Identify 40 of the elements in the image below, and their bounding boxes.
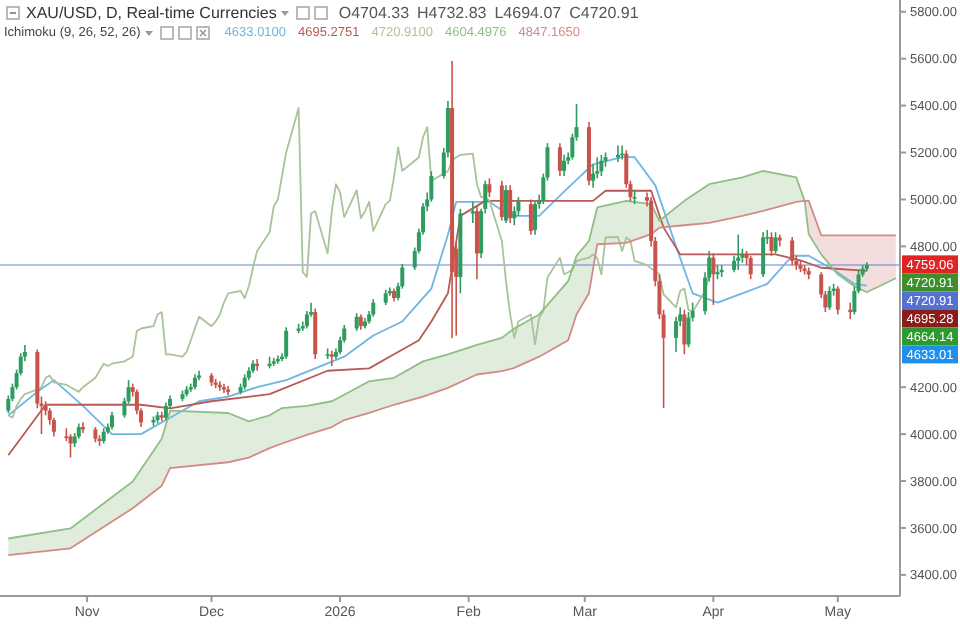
candlestick [533, 201, 538, 236]
candlestick [562, 154, 567, 177]
chart-title: XAU/USD, D, Real-time Currencies [26, 4, 277, 22]
candlestick [591, 163, 596, 189]
candlestick [769, 231, 774, 257]
candlestick [512, 205, 517, 227]
candlestick [499, 179, 504, 222]
candlestick [595, 156, 600, 180]
candlestick [599, 154, 604, 177]
candlestick [761, 231, 766, 278]
candlestick [503, 184, 508, 224]
candlestick [508, 184, 513, 224]
candlestick [827, 285, 832, 311]
candlestick [686, 311, 691, 349]
candlestick [284, 326, 289, 360]
candlestick [790, 236, 795, 266]
candlestick [329, 350, 334, 367]
candlestick [736, 233, 741, 271]
candlestick [487, 177, 492, 198]
candlestick [516, 196, 521, 217]
candlestick [470, 201, 475, 224]
candlestick [748, 254, 753, 281]
candlestick [773, 231, 778, 255]
candlestick [711, 252, 716, 306]
candlestick [682, 308, 687, 356]
candlestick [313, 307, 318, 360]
candlestick [429, 170, 434, 203]
candlestick [528, 198, 533, 236]
candlestick [674, 315, 679, 353]
line-series [7, 156, 868, 435]
candlestick [51, 416, 56, 438]
candlestick [835, 285, 840, 316]
annotation: C4720.91 [569, 4, 639, 22]
candlestick [557, 142, 562, 177]
candlestick [474, 205, 479, 281]
annotation: L4694.07 [494, 4, 562, 22]
annotation: O4704.33 [338, 4, 410, 22]
line-series [7, 107, 719, 419]
candlestick [68, 433, 73, 459]
annotation: H4732.83 [417, 4, 487, 22]
